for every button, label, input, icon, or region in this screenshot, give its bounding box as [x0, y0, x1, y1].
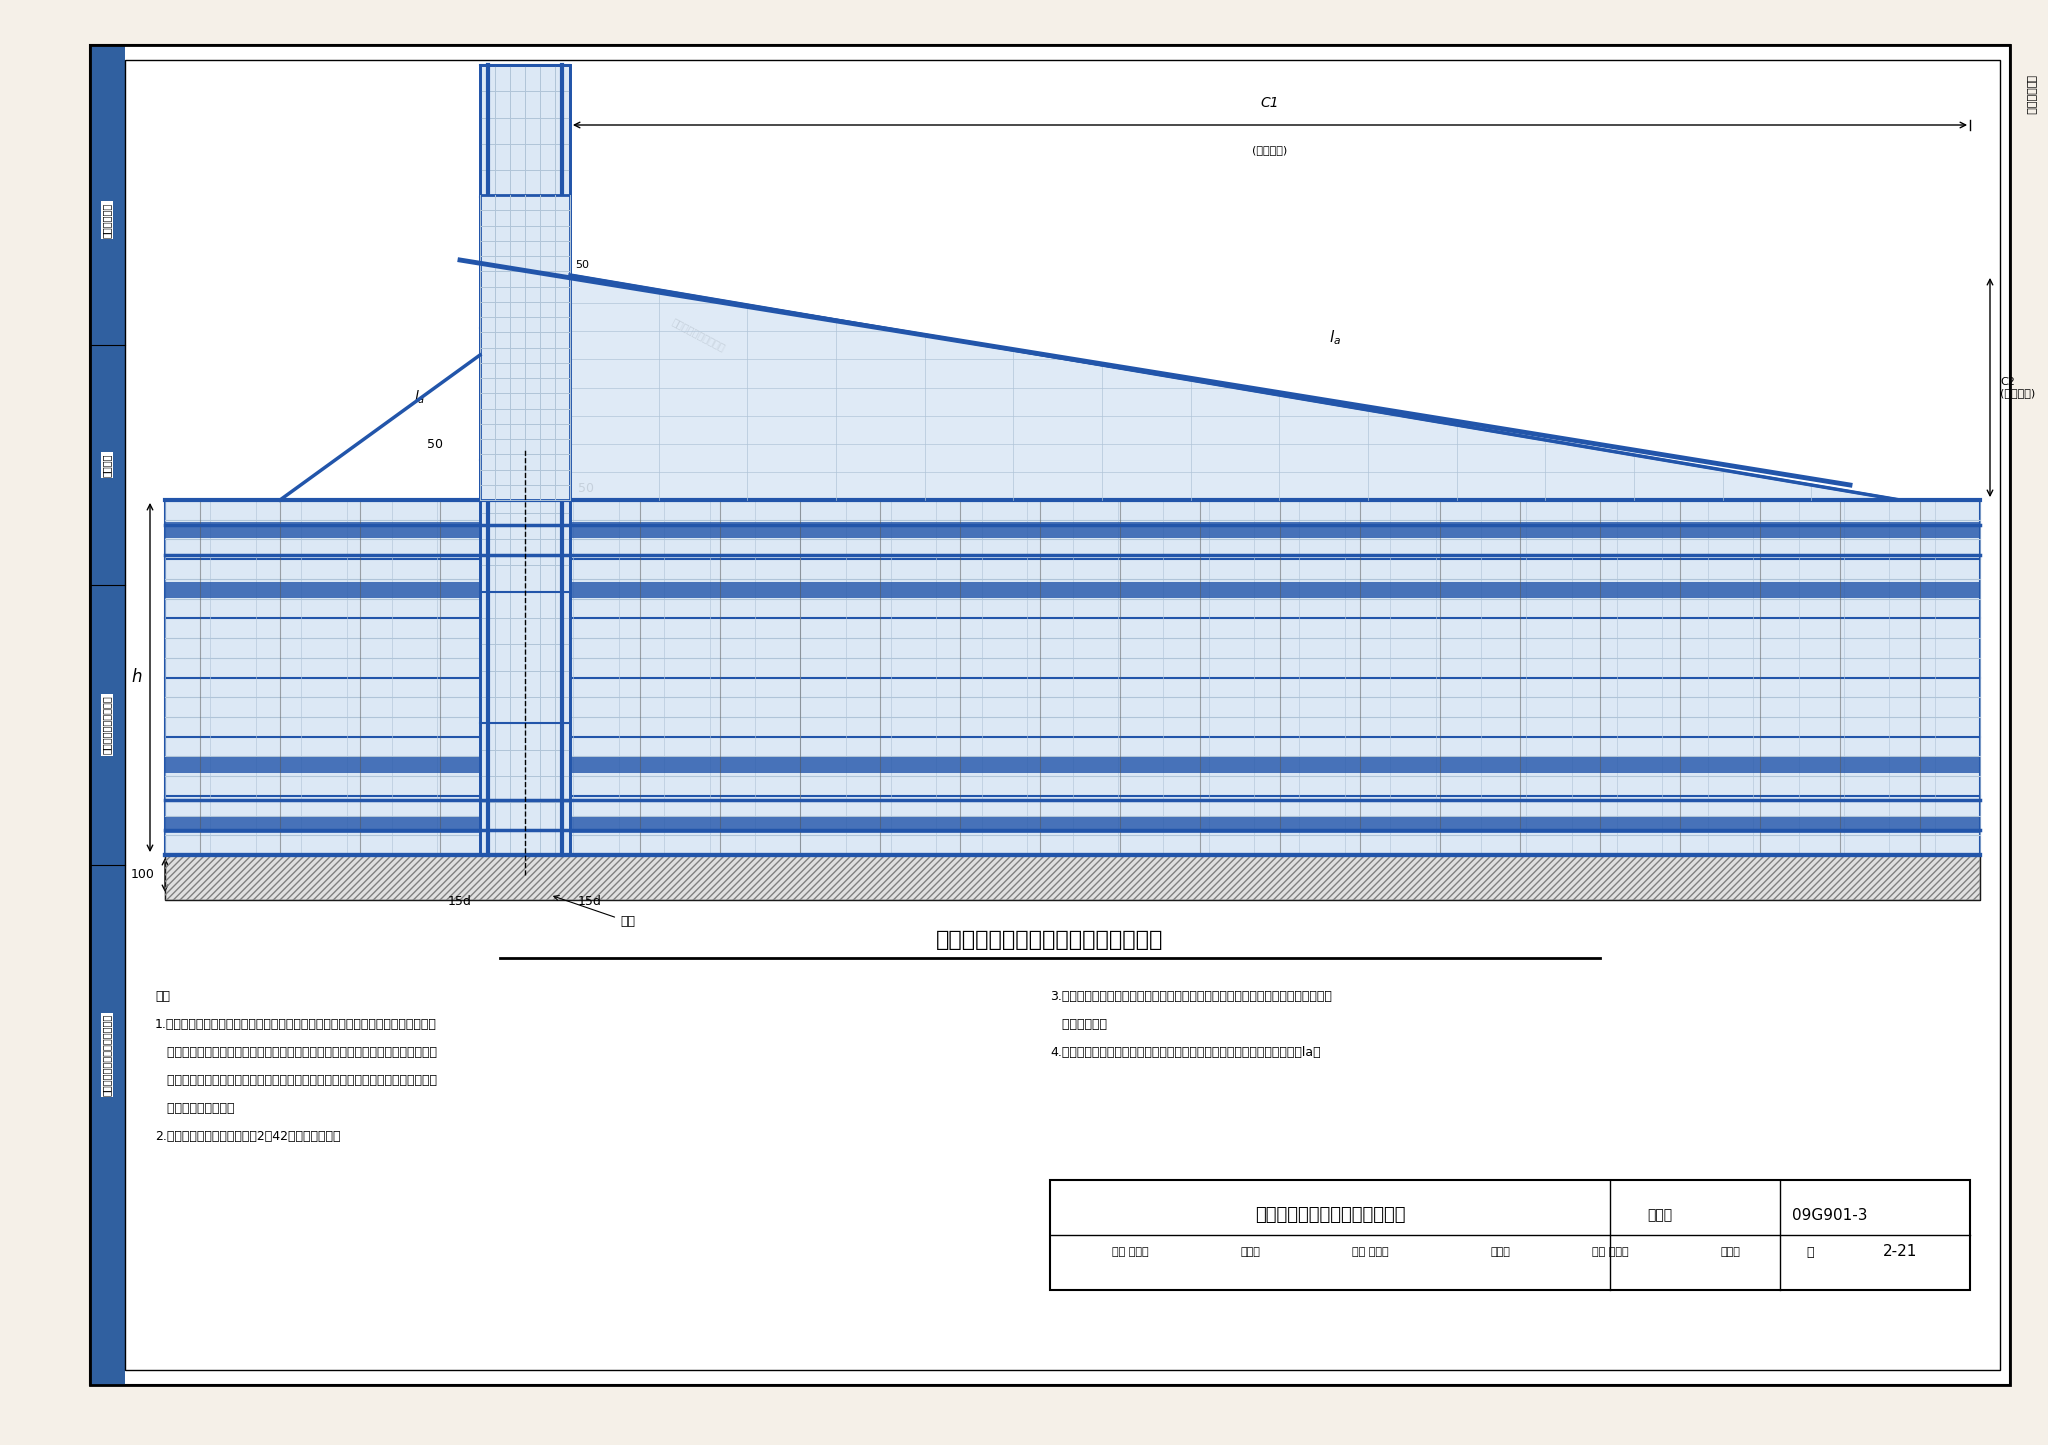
Text: 1.当筏形基础平法施工图中基础梁梁高加腋部位的配筋未注明时，其梁腋的顶部斜纵: 1.当筏形基础平法施工图中基础梁梁高加腋部位的配筋未注明时，其梁腋的顶部斜纵 — [156, 1017, 436, 1030]
Text: 15d: 15d — [449, 894, 471, 907]
Text: 100: 100 — [131, 868, 156, 881]
Text: 基础主梁梁高加腋钢筋排布构造: 基础主梁梁高加腋钢筋排布构造 — [1255, 1207, 1405, 1224]
Text: 基础主梁梁高加腋钢筋排布构造（一）: 基础主梁梁高加腋钢筋排布构造（一） — [936, 931, 1163, 949]
Bar — [166, 522, 1980, 538]
Text: 3.基础主梁在梁柱结合部位所加侧腋的顶部与基础主梁非加腋段顶部一平，不随梁高: 3.基础主梁在梁柱结合部位所加侧腋的顶部与基础主梁非加腋段顶部一平，不随梁高 — [1051, 990, 1331, 1003]
Text: 2.柱插筋构造应满足本图集第2－42页的构造要求。: 2.柱插筋构造应满足本图集第2－42页的构造要求。 — [156, 1130, 340, 1143]
Bar — [479, 65, 569, 855]
Text: 校对 张工文: 校对 张工文 — [1352, 1247, 1389, 1257]
Text: 图集号: 图集号 — [1647, 1208, 1673, 1222]
Text: 09G901-3: 09G901-3 — [1792, 1208, 1868, 1222]
Bar — [166, 582, 1980, 598]
Text: 2-21: 2-21 — [1882, 1244, 1917, 1260]
Text: 一般构造要求: 一般构造要求 — [102, 202, 113, 237]
Text: (设计确定): (设计确定) — [1253, 144, 1288, 155]
Text: h: h — [131, 669, 141, 686]
Text: 页: 页 — [1806, 1246, 1815, 1259]
Text: $l_a$: $l_a$ — [414, 389, 426, 406]
Text: 复合刚: 复合刚 — [1239, 1247, 1260, 1257]
Bar — [166, 500, 1980, 855]
Text: C2
(设计确定): C2 (设计确定) — [2001, 377, 2036, 399]
Text: 注：: 注： — [156, 990, 170, 1003]
Polygon shape — [569, 275, 1901, 500]
Text: 钢筋为基础梁顶部第一排纵筋根数少一根（且不少于两根），并排空安放，其强度: 钢筋为基础梁顶部第一排纵筋根数少一根（且不少于两根），并排空安放，其强度 — [156, 1046, 436, 1059]
Text: 筏形基础和地下室结构: 筏形基础和地下室结构 — [102, 695, 113, 754]
Text: 垫层: 垫层 — [553, 896, 635, 928]
Text: 加腋而变化。: 加腋而变化。 — [1051, 1017, 1108, 1030]
Text: 王怀元: 王怀元 — [1720, 1247, 1741, 1257]
Bar — [479, 195, 569, 500]
Bar — [166, 757, 1980, 773]
Text: 15d: 15d — [578, 894, 602, 907]
Text: 和直径与基础梁顶部第一排纵筋相同。梁腋范围的箍筋与基础梁的箍筋配置相同，: 和直径与基础梁顶部第一排纵筋相同。梁腋范围的箍筋与基础梁的箍筋配置相同， — [156, 1074, 436, 1087]
Text: 50: 50 — [426, 438, 442, 451]
Bar — [166, 855, 1980, 900]
Text: 设计 王怀元: 设计 王怀元 — [1591, 1247, 1628, 1257]
Text: 张之文: 张之文 — [1491, 1247, 1509, 1257]
Text: 筏形基础: 筏形基础 — [102, 454, 113, 477]
Bar — [166, 816, 1980, 832]
Text: C1: C1 — [1262, 95, 1280, 110]
Bar — [1051, 1181, 1970, 1290]
Bar — [479, 65, 569, 855]
Text: 4.当设计注明基础梁中的侧面钢筋为抗扭钢筋且未贯通施工时，锚固长度为la。: 4.当设计注明基础梁中的侧面钢筋为抗扭钢筋且未贯通施工时，锚固长度为la。 — [1051, 1046, 1321, 1059]
Text: 审核 黄志刚: 审核 黄志刚 — [1112, 1247, 1149, 1257]
Text: 50: 50 — [575, 260, 590, 270]
Text: 当直段长度不足时上弯: 当直段长度不足时上弯 — [670, 316, 727, 353]
Text: 独立基础、条形基础、桩基承台: 独立基础、条形基础、桩基承台 — [102, 1014, 113, 1097]
Text: 一般构造要求: 一般构造要求 — [2025, 75, 2036, 114]
Text: 仅箍筋高度为变值。: 仅箍筋高度为变值。 — [156, 1103, 236, 1116]
Text: $l_a$: $l_a$ — [1329, 328, 1341, 347]
Bar — [90, 45, 125, 1384]
Text: 50: 50 — [578, 483, 594, 496]
